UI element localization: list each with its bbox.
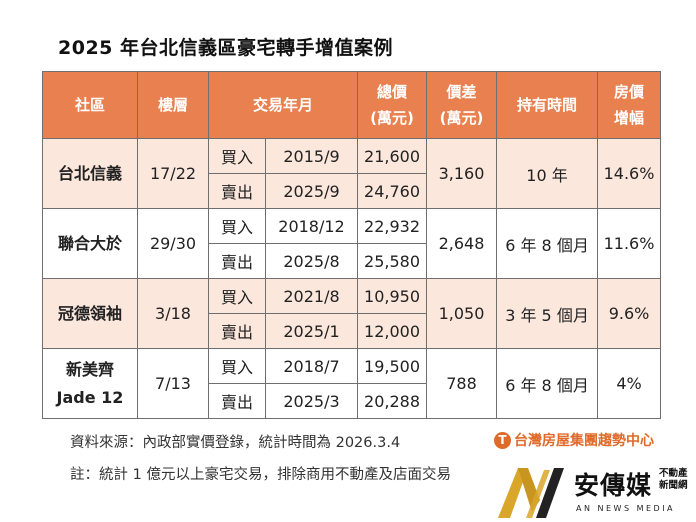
- media-watermark: 安傳媒 不動產 新聞網 AN NEWS MEDIA: [496, 460, 696, 522]
- header-price-diff-line2: (萬元): [439, 109, 484, 127]
- floor-cell: 7/13: [137, 348, 209, 419]
- buy-label: 買入: [208, 348, 266, 384]
- community-name: 新美齊 Jade 12: [42, 348, 138, 419]
- community-name: 台北信義: [42, 138, 138, 209]
- sell-price: 12,000: [357, 313, 428, 349]
- sell-date: 2025/8: [264, 243, 359, 279]
- header-total-price-line1: 總價: [377, 83, 408, 101]
- sell-price: 20,288: [357, 383, 428, 419]
- header-appreciation-line2: 增幅: [614, 109, 645, 127]
- media-subtitle-line2: 新聞網: [659, 480, 688, 491]
- price-diff-cell: 788: [426, 348, 498, 419]
- source-note: 資料來源：內政部實價登錄，統計時間為 2026.3.4: [70, 435, 401, 451]
- buy-date: 2015/9: [264, 138, 359, 174]
- buy-price: 19,500: [357, 348, 428, 384]
- buy-date: 2018/12: [264, 208, 359, 244]
- org-logo-text: 台灣房屋集團趨勢中心: [514, 433, 654, 449]
- sell-price: 24,760: [357, 173, 428, 209]
- buy-price: 22,932: [357, 208, 428, 244]
- community-name-line2: Jade 12: [56, 387, 124, 407]
- header-price-diff: 價差 (萬元): [426, 71, 498, 139]
- sell-date: 2025/9: [264, 173, 359, 209]
- buy-date: 2018/7: [264, 348, 359, 384]
- an-media-logo-icon: [498, 468, 564, 518]
- increase-cell: 4%: [597, 348, 662, 419]
- media-brand: 安傳媒: [574, 471, 653, 500]
- org-logo: T 台灣房屋集團趨勢中心: [494, 430, 654, 450]
- header-trade-date: 交易年月: [207, 71, 359, 139]
- community-name-line1: 新美齊: [65, 359, 114, 379]
- sell-label: 賣出: [208, 383, 266, 419]
- holding-cell: 10 年: [496, 138, 599, 209]
- header-total-price-line2: (萬元): [370, 109, 414, 127]
- holding-cell: 3 年 5 個月: [496, 278, 599, 349]
- price-diff-cell: 1,050: [426, 278, 498, 349]
- media-english: AN NEWS MEDIA: [576, 504, 676, 513]
- table-row: 賣出 2025/3 20,288: [43, 383, 661, 419]
- table-row: 台北信義 17/22 買入 2015/9 21,600 3,160 10 年 1…: [42, 138, 662, 209]
- media-subtitle: 不動產 新聞網: [659, 468, 693, 492]
- header-total-price: 總價 (萬元): [357, 71, 428, 139]
- header-price-diff-line1: 價差: [446, 83, 477, 101]
- table-row: 賣出 2025/8 25,580: [43, 243, 661, 279]
- table-row: 聯合大於 29/30 買入 2018/12 22,932 2,648 6 年 8…: [42, 208, 662, 279]
- sell-price: 25,580: [357, 243, 428, 279]
- holding-cell: 6 年 8 個月: [496, 208, 599, 279]
- floor-cell: 29/30: [137, 208, 209, 279]
- table-row: 新美齊 Jade 12 7/13 買入 2018/7 19,500 788 6 …: [42, 348, 662, 419]
- buy-label: 買入: [208, 138, 266, 174]
- increase-cell: 9.6%: [597, 278, 662, 349]
- community-name: 聯合大於: [42, 208, 138, 279]
- price-table: 社區 樓層 交易年月 總價 (萬元) 價差 (萬元) 持有時間 房價 增幅 台北…: [42, 71, 662, 419]
- table-row: 冠德領袖 3/18 買入 2021/8 10,950 1,050 3 年 5 個…: [42, 278, 662, 349]
- floor-cell: 3/18: [137, 278, 209, 349]
- sell-label: 賣出: [208, 173, 266, 209]
- holding-cell: 6 年 8 個月: [496, 348, 599, 419]
- header-appreciation: 房價 增幅: [597, 71, 662, 139]
- buy-price: 21,600: [357, 138, 428, 174]
- buy-price: 10,950: [357, 278, 428, 314]
- house-logo-icon: T: [494, 431, 511, 449]
- sell-date: 2025/1: [264, 313, 359, 349]
- increase-cell: 14.6%: [597, 138, 662, 209]
- header-floor: 樓層: [137, 71, 209, 139]
- increase-cell: 11.6%: [597, 208, 662, 279]
- table-header-row: 社區 樓層 交易年月 總價 (萬元) 價差 (萬元) 持有時間 房價 增幅: [42, 71, 662, 139]
- community-name: 冠德領袖: [42, 278, 138, 349]
- header-appreciation-line1: 房價: [614, 83, 645, 101]
- page-title: 2025 年台北信義區豪宅轉手增值案例: [58, 37, 393, 59]
- header-community: 社區: [42, 71, 138, 139]
- sell-label: 賣出: [208, 313, 266, 349]
- sell-date: 2025/3: [264, 383, 359, 419]
- table-row: 賣出 2025/9 24,760: [43, 173, 661, 209]
- buy-label: 買入: [208, 208, 266, 244]
- buy-date: 2021/8: [264, 278, 359, 314]
- floor-cell: 17/22: [137, 138, 209, 209]
- header-holding-period: 持有時間: [496, 71, 599, 139]
- media-subtitle-line1: 不動產: [659, 468, 688, 479]
- footnote: 註：統計 1 億元以上豪宅交易，排除商用不動產及店面交易: [70, 467, 451, 483]
- price-diff-cell: 2,648: [426, 208, 498, 279]
- price-diff-cell: 3,160: [426, 138, 498, 209]
- buy-label: 買入: [208, 278, 266, 314]
- sell-label: 賣出: [208, 243, 266, 279]
- table-row: 賣出 2025/1 12,000: [43, 313, 661, 349]
